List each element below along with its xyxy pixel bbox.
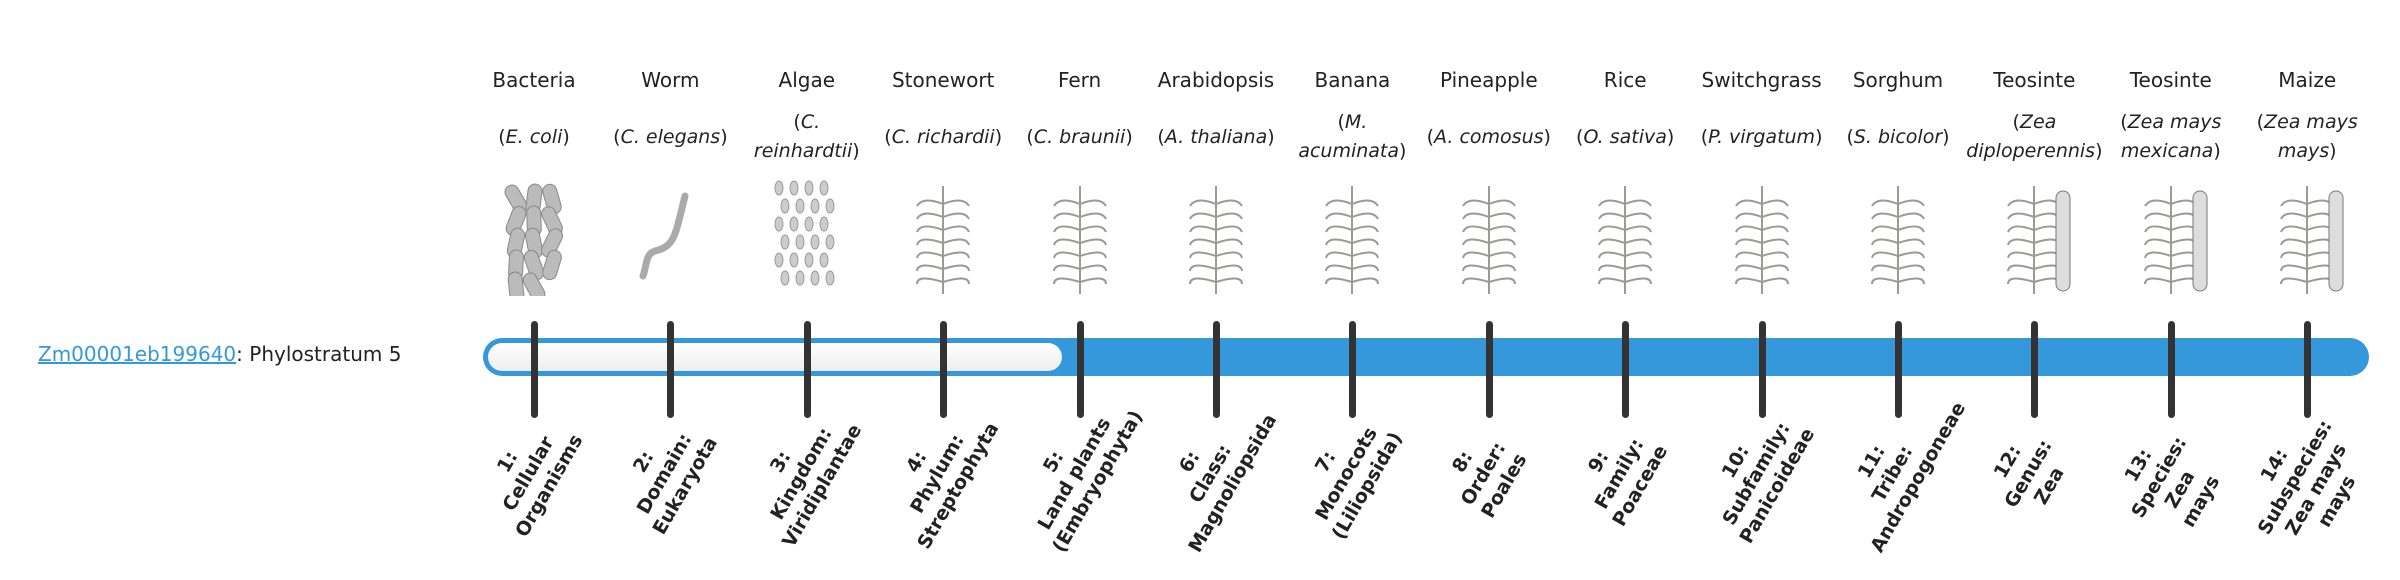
- pineapple-image: [1421, 176, 1557, 296]
- arabidopsis-image: [1148, 176, 1284, 296]
- organism-common-name: Teosinte: [2129, 68, 2212, 92]
- stratum-tick: [2031, 321, 2039, 418]
- organism-scientific-name: E. coli: [466, 106, 602, 168]
- organism-common-name: Fern: [1057, 68, 1102, 92]
- phylostratum-bar-unfilled: [488, 343, 1062, 371]
- teosinte-mexicana-image: [2103, 176, 2239, 296]
- stratum-label: 5: Land plants (Embryophyta): [1005, 391, 1147, 557]
- teosinte-image: [1966, 176, 2102, 296]
- organism-scientific-name: P. virgatum: [1694, 106, 1830, 168]
- organism-common-name: Bacteria: [492, 68, 576, 92]
- stratum-tick: [2304, 321, 2312, 418]
- organism-common-name: Switchgrass: [1701, 68, 1822, 92]
- organism-scientific-name: O. sativa: [1557, 106, 1693, 168]
- gene-phylostratum-text: : Phylostratum 5: [236, 342, 402, 366]
- scientific-name-text: C. richardii: [884, 123, 1002, 152]
- stratum-tick: [667, 321, 675, 418]
- stratum-tick: [1349, 321, 1357, 418]
- fern-image: [1012, 176, 1148, 296]
- stratum-tick: [1213, 321, 1220, 418]
- organism-common-name: Stonewort: [891, 68, 995, 92]
- organism-scientific-name: Zea mays mays: [2239, 106, 2375, 168]
- stratum-label: 13: Species: Zea mays: [2090, 394, 2248, 572]
- organism-scientific-name: C. braunii: [1012, 106, 1148, 168]
- scientific-name-text: C. reinhardtii: [739, 108, 875, 166]
- organism-common-name: Maize: [2278, 68, 2337, 92]
- stratum-tick: [1622, 321, 1630, 418]
- stratum-tick: [1485, 321, 1493, 418]
- organism-common-name: Algae: [778, 68, 836, 92]
- stratum-tick: [1758, 321, 1766, 418]
- scientific-name-text: Zea diploperennis: [1966, 108, 2102, 166]
- stratum-label: 14: Subspecies: Zea mays mays: [2227, 394, 2385, 572]
- scientific-name-text: A. thaliana: [1157, 123, 1274, 152]
- scientific-name-text: C. elegans: [613, 123, 728, 152]
- maize-image: [2239, 176, 2375, 296]
- organism-scientific-name: M. acuminata: [1284, 106, 1420, 168]
- stratum-label: 3: Kingdom: Viridiplantae: [733, 391, 870, 557]
- organism-common-name: Rice: [1603, 68, 1647, 92]
- scientific-name-text: A. comosus: [1427, 123, 1551, 152]
- organism-common-name: Arabidopsis: [1157, 68, 1275, 92]
- worm-image: [602, 176, 738, 296]
- organism-common-name: Worm: [641, 68, 700, 92]
- scientific-name-text: E. coli: [498, 123, 570, 152]
- organism-scientific-name: A. comosus: [1421, 106, 1557, 168]
- stratum-tick: [2167, 321, 2175, 418]
- switchgrass-image: [1694, 176, 1830, 296]
- organism-scientific-name: S. bicolor: [1830, 106, 1966, 168]
- scientific-name-text: O. sativa: [1576, 123, 1674, 152]
- banana-image: [1284, 176, 1420, 296]
- organism-scientific-name: C. reinhardtii: [739, 106, 875, 168]
- scientific-name-text: Zea mays mexicana: [2103, 108, 2239, 166]
- stratum-tick: [1076, 321, 1084, 418]
- stratum-tick: [940, 321, 948, 418]
- organism-common-name: Banana: [1314, 68, 1391, 92]
- stratum-label: 2: Domain: Eukaryota: [596, 391, 733, 557]
- stratum-label: 12: Genus: Zea: [1960, 391, 2097, 557]
- stratum-label: 6: Class: Magnoliopsida: [1142, 391, 1281, 557]
- organism-scientific-name: A. thaliana: [1148, 106, 1284, 168]
- organism-common-name: Sorghum: [1852, 68, 1944, 92]
- bacteria-image: [466, 176, 602, 303]
- scientific-name-text: M. acuminata: [1284, 108, 1420, 166]
- gene-id-link[interactable]: Zm00001eb199640: [38, 342, 237, 366]
- stonewort-image: [875, 176, 1011, 296]
- stratum-tick: [531, 321, 538, 418]
- organism-scientific-name: Zea mays mexicana: [2103, 106, 2239, 168]
- stratum-label: 9: Family: Poaceae: [1551, 391, 1688, 557]
- rice-image: [1557, 176, 1693, 296]
- stratum-label: 10: Subfamily: Panicoideae: [1687, 391, 1824, 557]
- scientific-name-text: S. bicolor: [1846, 123, 1949, 152]
- scientific-name-text: Zea mays mays: [2239, 108, 2375, 166]
- gene-label: Zm00001eb199640: Phylostratum 5: [38, 342, 401, 366]
- stratum-tick: [803, 321, 811, 418]
- organism-scientific-name: C. elegans: [602, 106, 738, 168]
- scientific-name-text: P. virgatum: [1701, 123, 1823, 152]
- phylostratum-bar: [483, 338, 2369, 376]
- stratum-label: 1: Cellular Organisms: [460, 391, 597, 557]
- organism-common-name: Teosinte: [1993, 68, 2076, 92]
- stratum-label: 7: Monocots (Liliopsida): [1278, 391, 1415, 557]
- sorghum-image: [1830, 176, 1966, 296]
- organism-scientific-name: Zea diploperennis: [1966, 106, 2102, 168]
- stratum-label: 8: Order: Poales: [1415, 391, 1552, 557]
- organism-scientific-name: C. richardii: [875, 106, 1011, 168]
- scientific-name-text: C. braunii: [1026, 123, 1132, 152]
- organism-common-name: Pineapple: [1439, 68, 1538, 92]
- stratum-label: 11: Tribe: Andropogoneae: [1824, 391, 1970, 557]
- stratum-tick: [1895, 321, 1902, 418]
- stratum-label: 4: Phylum: Streptophyta: [869, 391, 1006, 557]
- algae-image: [739, 176, 875, 296]
